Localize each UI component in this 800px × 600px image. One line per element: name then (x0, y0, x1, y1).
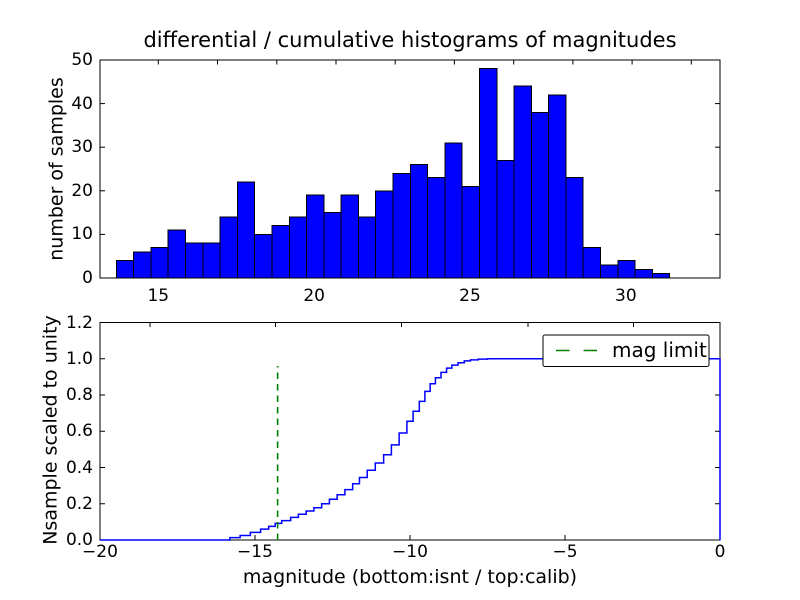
histogram-bar (513, 85, 532, 279)
top-plot-title: differential / cumulative histograms of … (143, 28, 677, 52)
histogram-bar (236, 181, 256, 279)
histogram-bar (357, 216, 377, 279)
histogram-bar (530, 111, 550, 279)
top-ytick-label: 40 (71, 93, 93, 114)
histogram-bar (582, 246, 602, 279)
histogram-bar (340, 194, 359, 279)
histogram-bar (115, 260, 135, 279)
legend-box (542, 334, 710, 367)
histogram-bar (133, 251, 152, 279)
histogram-bars (115, 68, 671, 279)
bottom-xtick-label: −15 (237, 542, 273, 562)
top-ytick-label: 20 (71, 180, 93, 201)
histogram-bar (409, 164, 429, 279)
top-xtick-label: 25 (459, 286, 481, 306)
histogram-bar (461, 185, 480, 279)
histogram-bar (323, 212, 342, 279)
bottom-ytick-label: 1.2 (65, 312, 93, 333)
histogram-bar (202, 242, 221, 279)
histogram-bar (375, 190, 394, 279)
bottom-ytick-label: 0.0 (65, 530, 93, 550)
top-ytick-label: 50 (71, 50, 93, 70)
histogram-bar (254, 233, 273, 279)
histogram-bar (444, 142, 463, 279)
histogram-bar (306, 194, 325, 279)
histogram-bar (392, 172, 411, 279)
histogram-bar (271, 225, 290, 279)
histogram-bar (617, 260, 636, 279)
histogram-bar (219, 216, 238, 279)
histogram-bar (427, 177, 446, 279)
histogram-bar (167, 229, 187, 279)
histogram-bar (565, 177, 584, 279)
histogram-bar (478, 68, 498, 279)
histogram-bar (150, 246, 169, 279)
top-xtick-label: 20 (303, 286, 325, 306)
cumulative-line (100, 358, 721, 541)
bottom-ytick-label: 0.2 (65, 493, 93, 514)
bottom-xtick-label: −5 (552, 542, 578, 562)
histogram-bar (548, 94, 567, 279)
bottom-ytick-label: 0.8 (65, 385, 93, 405)
legend-label: mag limit (612, 338, 707, 362)
bottom-xtick-label: −20 (82, 542, 118, 562)
histogram-bar (185, 242, 204, 279)
bottom-plot-xlabel: magnitude (bottom:isnt / top:calib) (242, 566, 578, 588)
histogram-bar (496, 159, 515, 279)
bottom-xtick-label: −10 (392, 542, 428, 562)
histogram-bar (651, 273, 671, 279)
top-ytick-label: 10 (71, 224, 93, 245)
top-ytick-label: 0 (82, 268, 93, 288)
bottom-ytick-label: 0.6 (65, 421, 93, 442)
bottom-ytick-label: 1.0 (65, 348, 93, 369)
top-ytick-label: 30 (71, 137, 93, 158)
histogram-bar (600, 264, 619, 279)
histogram-bar (288, 216, 308, 279)
top-xtick-label: 30 (615, 286, 637, 306)
bottom-xtick-label: 0 (714, 542, 726, 562)
bottom-ytick-label: 0.4 (65, 457, 93, 478)
top-xtick-label: 15 (147, 286, 170, 306)
histogram-bar (634, 268, 653, 279)
